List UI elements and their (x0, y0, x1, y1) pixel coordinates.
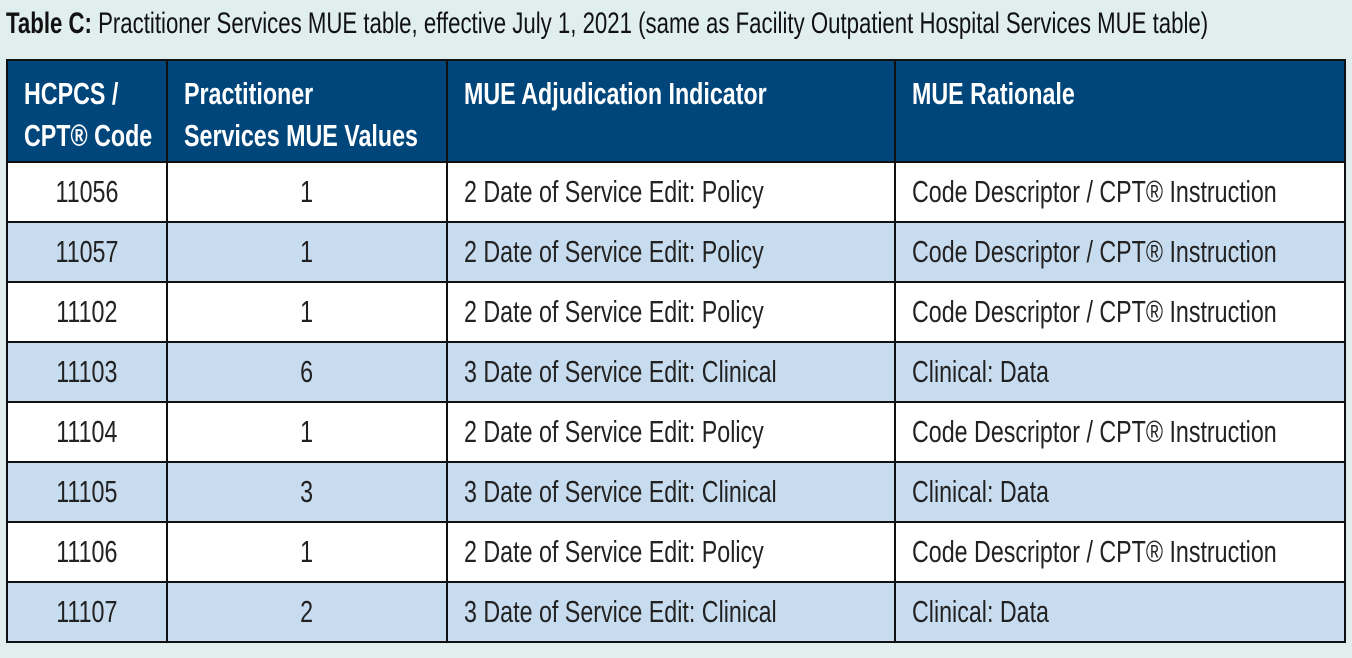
header-mue-rationale: MUE Rationale (894, 59, 1346, 163)
header-line: Practitioner (184, 76, 314, 111)
cell-adjudication-indicator: 3 Date of Service Edit: Clinical (446, 341, 896, 403)
cell-code: 11057 (6, 221, 168, 283)
cell-rationale: Code Descriptor / CPT® Instruction (894, 281, 1346, 343)
cell-text: Code Descriptor / CPT® Instruction (912, 534, 1277, 569)
cell-text: 3 Date of Service Edit: Clinical (464, 594, 777, 629)
header-line: HCPCS / (24, 76, 119, 111)
cell-text: 11103 (56, 354, 118, 389)
cell-text: 11056 (55, 174, 119, 209)
cell-text: Clinical: Data (912, 354, 1049, 389)
header-adjudication-indicator: MUE Adjudication Indicator (446, 59, 896, 163)
cell-text: 1 (300, 294, 314, 329)
cell-text: 1 (300, 234, 314, 269)
cell-text: 6 (300, 354, 314, 389)
cell-text: 11107 (56, 594, 118, 629)
cell-code: 11105 (6, 461, 168, 523)
cell-text: 1 (300, 414, 314, 449)
cell-text: Code Descriptor / CPT® Instruction (912, 174, 1277, 209)
cell-adjudication-indicator: 2 Date of Service Edit: Policy (446, 521, 896, 583)
cell-code: 11104 (6, 401, 168, 463)
table-row: 11057 1 2 Date of Service Edit: Policy Code… (6, 221, 1346, 283)
cell-text: 11102 (56, 294, 118, 329)
mue-table: HCPCS / CPT® Code Practitioner Services MU… (6, 59, 1346, 643)
cell-text: 1 (300, 534, 314, 569)
cell-text: 11104 (56, 414, 118, 449)
cell-text: 3 Date of Service Edit: Clinical (464, 354, 777, 389)
cell-text: 2 Date of Service Edit: Policy (464, 414, 764, 449)
cell-mue-value: 1 (166, 401, 448, 463)
cell-code: 11056 (6, 161, 168, 223)
cell-code: 11102 (6, 281, 168, 343)
cell-text: Clinical: Data (912, 594, 1049, 629)
cell-text: 2 Date of Service Edit: Policy (464, 234, 764, 269)
cell-rationale: Clinical: Data (894, 581, 1346, 643)
cell-mue-value: 1 (166, 521, 448, 583)
cell-text: 2 Date of Service Edit: Policy (464, 534, 764, 569)
header-hcpcs-code: HCPCS / CPT® Code (6, 59, 168, 163)
header-line: Services MUE Values (184, 118, 418, 153)
table-row: 11104 1 2 Date of Service Edit: Policy Code… (6, 401, 1346, 463)
cell-code: 11103 (6, 341, 168, 403)
header-line: MUE Adjudication Indicator (464, 76, 767, 111)
cell-adjudication-indicator: 2 Date of Service Edit: Policy (446, 221, 896, 283)
cell-adjudication-indicator: 3 Date of Service Edit: Clinical (446, 581, 896, 643)
cell-text: 2 (300, 594, 314, 629)
cell-text: 2 Date of Service Edit: Policy (464, 294, 764, 329)
cell-adjudication-indicator: 2 Date of Service Edit: Policy (446, 281, 896, 343)
caption-text: Practitioner Services MUE table, effecti… (91, 7, 1209, 40)
cell-text: Code Descriptor / CPT® Instruction (912, 294, 1277, 329)
header-mue-values: Practitioner Services MUE Values (166, 59, 448, 163)
table-row: 11107 2 3 Date of Service Edit: Clinical Cl… (6, 581, 1346, 643)
cell-text: 2 Date of Service Edit: Policy (464, 174, 764, 209)
header-line: MUE Rationale (912, 76, 1075, 111)
cell-mue-value: 2 (166, 581, 448, 643)
cell-rationale: Code Descriptor / CPT® Instruction (894, 161, 1346, 223)
cell-code: 11107 (6, 581, 168, 643)
table-row: 11103 6 3 Date of Service Edit: Clinical Cl… (6, 341, 1346, 403)
cell-text: 3 (300, 474, 314, 509)
cell-adjudication-indicator: 3 Date of Service Edit: Clinical (446, 461, 896, 523)
table-header-row: HCPCS / CPT® Code Practitioner Services MU… (6, 59, 1346, 163)
table-row: 11056 1 2 Date of Service Edit: Policy Code… (6, 161, 1346, 223)
cell-text: 11105 (56, 474, 118, 509)
cell-text: 3 Date of Service Edit: Clinical (464, 474, 777, 509)
cell-text: 11057 (55, 234, 119, 269)
cell-text: Code Descriptor / CPT® Instruction (912, 234, 1277, 269)
caption-label: Table C: (6, 7, 92, 40)
cell-text: 11106 (56, 534, 118, 569)
table-row: 11102 1 2 Date of Service Edit: Policy Code… (6, 281, 1346, 343)
cell-mue-value: 1 (166, 281, 448, 343)
cell-rationale: Clinical: Data (894, 341, 1346, 403)
header-line: CPT® Code (24, 118, 153, 153)
cell-text: Clinical: Data (912, 474, 1049, 509)
cell-text: 1 (300, 174, 314, 209)
cell-adjudication-indicator: 2 Date of Service Edit: Policy (446, 161, 896, 223)
table-caption: Table C: Practitioner Services MUE table… (6, 4, 1208, 44)
cell-rationale: Code Descriptor / CPT® Instruction (894, 401, 1346, 463)
cell-rationale: Clinical: Data (894, 461, 1346, 523)
cell-code: 11106 (6, 521, 168, 583)
cell-rationale: Code Descriptor / CPT® Instruction (894, 521, 1346, 583)
cell-mue-value: 6 (166, 341, 448, 403)
table-row: 11105 3 3 Date of Service Edit: Clinical Cl… (6, 461, 1346, 523)
table-row: 11106 1 2 Date of Service Edit: Policy Code… (6, 521, 1346, 583)
cell-adjudication-indicator: 2 Date of Service Edit: Policy (446, 401, 896, 463)
cell-text: Code Descriptor / CPT® Instruction (912, 414, 1277, 449)
cell-mue-value: 1 (166, 221, 448, 283)
cell-mue-value: 1 (166, 161, 448, 223)
cell-mue-value: 3 (166, 461, 448, 523)
cell-rationale: Code Descriptor / CPT® Instruction (894, 221, 1346, 283)
